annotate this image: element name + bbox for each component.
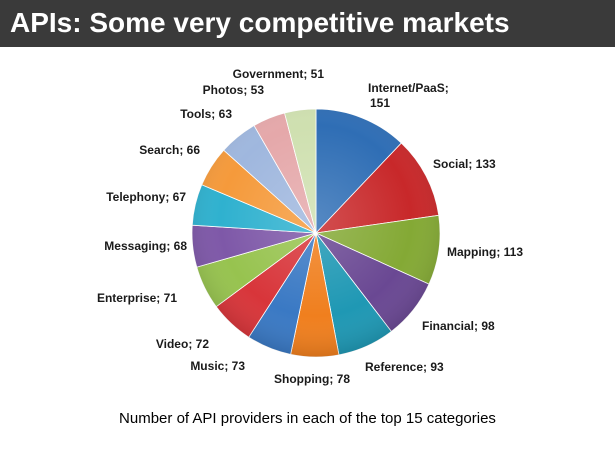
pie-labels: Internet/PaaS;151 Social; 133 Mapping; 113…: [97, 67, 523, 386]
slice-label-photos: Photos; 53: [203, 83, 265, 97]
page-title: APIs: Some very competitive markets: [10, 7, 510, 38]
slice-label-reference: Reference; 93: [365, 360, 444, 374]
title-bar: APIs: Some very competitive markets: [0, 0, 615, 47]
slice-label-search: Search; 66: [139, 143, 200, 157]
pie-slices: [191, 108, 441, 358]
slice-label-government: Government; 51: [233, 67, 325, 81]
slice-label-enterprise: Enterprise; 71: [97, 291, 177, 305]
slice-label-internet-paas: Internet/PaaS;: [368, 81, 449, 95]
chart-caption: Number of API providers in each of the t…: [119, 410, 496, 427]
slice-label-mapping: Mapping; 113: [447, 245, 523, 259]
slice-label-tools: Tools; 63: [180, 107, 232, 121]
slice-label-social: Social; 133: [433, 157, 496, 171]
chart-area: Internet/PaaS; 151 Social; 133 Mapping; 113…: [0, 47, 615, 397]
slice-label-shopping: Shopping; 78: [274, 372, 350, 386]
slice-label-video: Video; 72: [156, 337, 209, 351]
slice-label-financial: Financial; 98: [422, 319, 495, 333]
slice-label-messaging: Messaging; 68: [104, 239, 187, 253]
pie-chart: Internet/PaaS;151 Social; 133 Mapping; 113…: [97, 67, 523, 386]
slice-label-telephony: Telephony; 67: [106, 190, 186, 204]
slice-label-value-internet-paas: 151: [370, 96, 390, 110]
slice-label-music: Music; 73: [190, 359, 245, 373]
